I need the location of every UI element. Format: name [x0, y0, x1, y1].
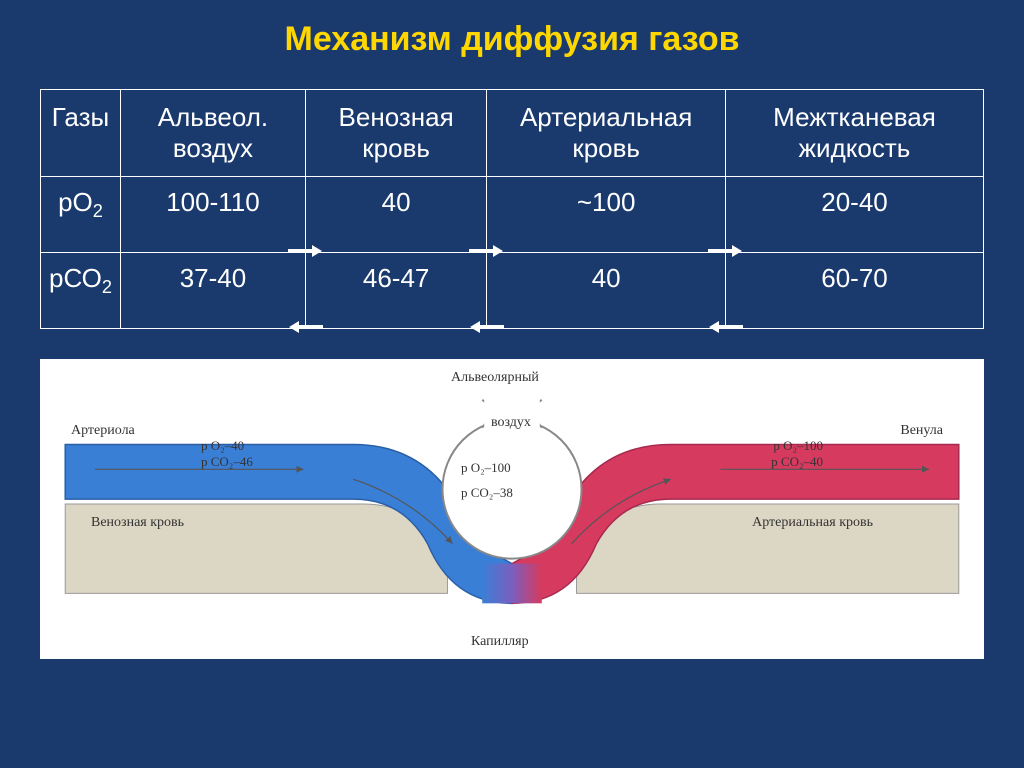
cell: 37-40: [121, 253, 306, 329]
arrow-left-icon: [709, 310, 743, 324]
cell: 20-40: [725, 177, 983, 253]
th-interstitial: Межтканевая жидкость: [725, 90, 983, 177]
row-label-pco2: рСО2: [41, 253, 121, 329]
label-alveolar-air: Альвеолярный: [451, 370, 539, 386]
arrow-left-icon: [289, 310, 323, 324]
cell: 46-47: [305, 253, 486, 329]
label-arteriole: Артериола: [71, 423, 135, 439]
label-pco2-40: p CO₂–40: [771, 454, 823, 470]
th-alveolar: Альвеол. воздух: [121, 90, 306, 177]
label-po2-40: p O₂–40: [201, 438, 244, 454]
label-arterial-blood: Артериальная кровь: [752, 515, 873, 531]
diagram-svg: [51, 370, 973, 648]
th-venous: Венозная кровь: [305, 90, 486, 177]
label-po2-100: p O₂–100: [461, 460, 511, 476]
th-arterial: Артериальная кровь: [487, 90, 726, 177]
arrow-left-icon: [470, 310, 504, 324]
label-capillary: Капилляр: [471, 634, 529, 650]
label-venule: Венула: [900, 423, 943, 439]
th-gases: Газы: [41, 90, 121, 177]
page-title: Механизм диффузия газов: [40, 20, 984, 59]
cell: 60-70: [725, 253, 983, 329]
cell: 100-110: [121, 177, 306, 253]
label-pco2-46: p CO₂–46: [201, 454, 253, 470]
label-po2-100r: p O₂–100: [773, 438, 823, 454]
label-pco2-38: p CO₂–38: [461, 485, 513, 501]
row-label-po2: рО2: [41, 177, 121, 253]
table-row: рО2 100-110 40 ~100 20-40: [41, 177, 984, 253]
cell: 40: [305, 177, 486, 253]
cell: ~100: [487, 177, 726, 253]
cell: 40: [487, 253, 726, 329]
gas-exchange-diagram: Альвеолярный воздух Артериола Венула Вен…: [40, 359, 984, 659]
label-venous-blood: Венозная кровь: [91, 515, 184, 531]
table-row: рСО2 37-40 46-47 40 60-70: [41, 253, 984, 329]
gas-table: Газы Альвеол. воздух Венозная кровь Арте…: [40, 89, 984, 329]
label-air: воздух: [491, 415, 531, 431]
